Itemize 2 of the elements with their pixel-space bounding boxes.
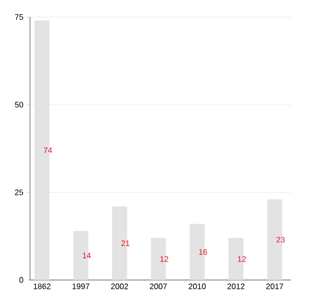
bar — [112, 206, 128, 280]
bar — [190, 224, 205, 280]
